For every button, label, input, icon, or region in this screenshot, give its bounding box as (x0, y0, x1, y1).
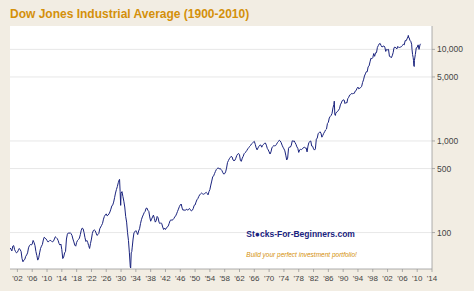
x-tick (417, 269, 418, 272)
x-tick (328, 269, 329, 272)
x-tick-label: '34 (131, 274, 142, 283)
x-tick-label: '66 (249, 274, 260, 283)
x-tick (254, 269, 255, 272)
x-tick-label: '58 (219, 274, 230, 283)
chart-title: Dow Jones Industrial Average (1900-2010) (10, 7, 249, 21)
x-tick (343, 269, 344, 272)
x-tick-label: '86 (323, 274, 334, 283)
annotation: Build your perfect investment portfolio! (246, 251, 357, 259)
x-tick (387, 269, 388, 272)
x-tick (224, 269, 225, 272)
grid (10, 49, 432, 232)
x-tick-label: '10 (42, 274, 53, 283)
y-tick (432, 168, 435, 169)
x-tick (209, 269, 210, 272)
x-tick-label: '02 (382, 274, 393, 283)
chart-container: '02'06'10'14'18'22'26'30'34'38'42'46'50'… (0, 0, 474, 291)
x-axis-line (10, 269, 432, 270)
x-tick-label: '10 (412, 274, 423, 283)
y-tick-label: 1,000 (437, 136, 459, 146)
x-tick-label: '54 (205, 274, 216, 283)
x-tick (150, 269, 151, 272)
x-tick-label: '14 (57, 274, 68, 283)
plot-background (10, 26, 432, 269)
x-tick-label: '74 (279, 274, 290, 283)
x-tick-label: '70 (264, 274, 275, 283)
y-tick (432, 49, 435, 50)
x-tick (269, 269, 270, 272)
x-tick (313, 269, 314, 272)
y-tick (432, 76, 435, 77)
x-tick-label: '98 (368, 274, 379, 283)
x-tick-label: '06 (397, 274, 408, 283)
x-tick (121, 269, 122, 272)
y-tick (432, 232, 435, 233)
x-tick (165, 269, 166, 272)
x-tick-label: '30 (116, 274, 127, 283)
x-tick-label: '22 (86, 274, 97, 283)
data-line (10, 35, 421, 268)
x-tick (402, 269, 403, 272)
annotation: St●cks-For-Beginners.com (246, 229, 355, 239)
x-tick (32, 269, 33, 272)
chart-svg: '02'06'10'14'18'22'26'30'34'38'42'46'50'… (0, 0, 474, 291)
grid-line (10, 76, 432, 77)
x-tick (91, 269, 92, 272)
x-tick (17, 269, 18, 272)
x-tick (106, 269, 107, 272)
x-tick (283, 269, 284, 272)
x-tick (372, 269, 373, 272)
x-tick-label: '82 (308, 274, 319, 283)
grid-line (10, 232, 432, 233)
x-tick (432, 269, 433, 272)
y-tick-label: 5,000 (437, 72, 459, 82)
x-tick (195, 269, 196, 272)
data-group (10, 35, 421, 268)
x-tick-label: '90 (338, 274, 349, 283)
y-tick-label: 500 (437, 164, 451, 174)
x-tick (61, 269, 62, 272)
y-tick (432, 140, 435, 141)
x-tick-label: '38 (145, 274, 156, 283)
x-tick-label: '26 (101, 274, 112, 283)
x-tick-label: '06 (27, 274, 38, 283)
x-tick (135, 269, 136, 272)
x-tick (76, 269, 77, 272)
axes: '02'06'10'14'18'22'26'30'34'38'42'46'50'… (10, 26, 463, 283)
x-tick (357, 269, 358, 272)
x-tick-label: '18 (71, 274, 82, 283)
x-tick-label: '94 (353, 274, 364, 283)
x-tick-label: '14 (427, 274, 438, 283)
x-tick-label: '42 (160, 274, 171, 283)
x-tick (180, 269, 181, 272)
y-tick-label: 10,000 (437, 44, 463, 54)
grid-line (10, 49, 432, 50)
x-tick (47, 269, 48, 272)
x-tick-label: '78 (294, 274, 305, 283)
grid-line (10, 140, 432, 141)
x-tick-label: '50 (190, 274, 201, 283)
x-tick-label: '02 (12, 274, 23, 283)
x-tick-label: '46 (175, 274, 186, 283)
x-tick (298, 269, 299, 272)
y-tick-label: 100 (437, 228, 451, 238)
x-tick (239, 269, 240, 272)
x-tick-label: '62 (234, 274, 245, 283)
